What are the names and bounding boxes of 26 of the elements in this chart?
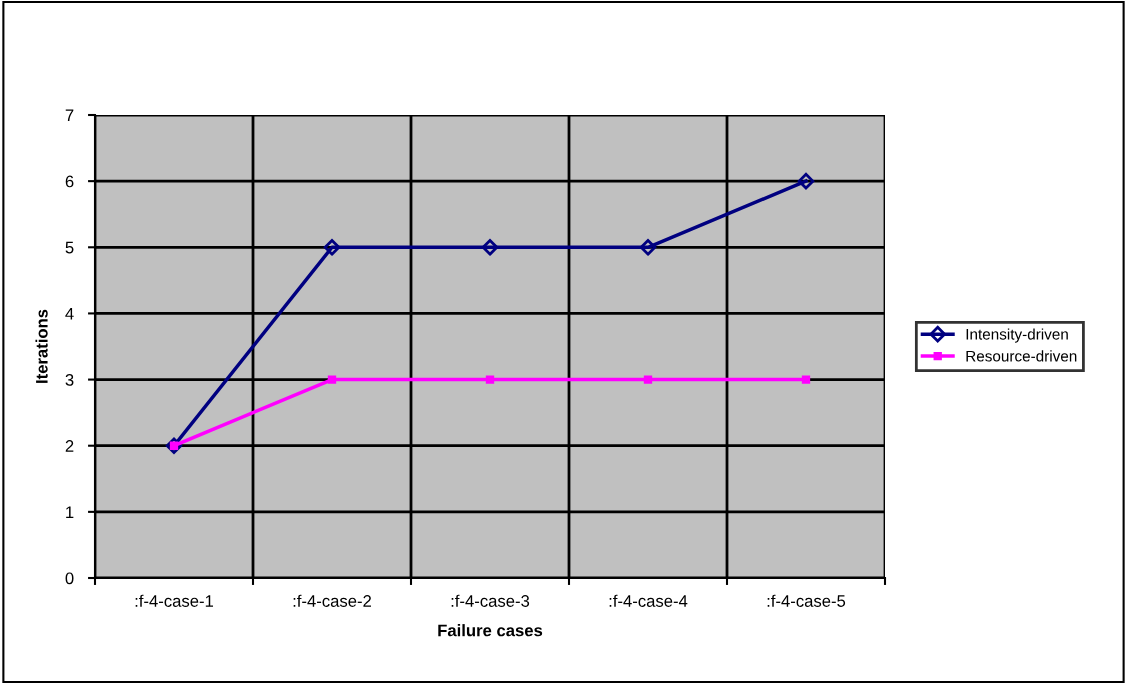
legend-label: Resource-driven bbox=[966, 350, 1077, 362]
point bbox=[481, 239, 499, 256]
point bbox=[165, 437, 183, 454]
y-tick-label: 4 bbox=[65, 308, 74, 320]
y-axis-title: Iterations bbox=[35, 309, 48, 383]
y-tick-label: 5 bbox=[65, 241, 74, 254]
point bbox=[801, 375, 811, 384]
point bbox=[323, 239, 341, 256]
x-tick-label: :f-4-case-1 bbox=[135, 594, 214, 607]
x-tick-label: :f-4-case-4 bbox=[609, 594, 688, 607]
point bbox=[797, 172, 815, 190]
y-tick-label: 3 bbox=[65, 373, 74, 386]
point bbox=[327, 375, 337, 384]
y-tick-label: 7 bbox=[65, 109, 74, 122]
point bbox=[485, 375, 495, 384]
legend-label: Intensity-driven bbox=[966, 328, 1068, 343]
y-tick-label: 1 bbox=[66, 506, 74, 518]
point bbox=[639, 239, 657, 256]
y-tick-label: 0 bbox=[65, 572, 74, 585]
x-tick-label: :f-4-case-2 bbox=[293, 594, 371, 607]
x-tick-label: :f-4-case-3 bbox=[451, 594, 530, 607]
x-tick-label: :f-4-case-5 bbox=[767, 594, 846, 607]
y-tick-label: 6 bbox=[65, 175, 74, 188]
x-axis-title: Failure cases bbox=[438, 624, 543, 637]
y-tick-label: 2 bbox=[65, 440, 74, 452]
point bbox=[643, 375, 653, 384]
